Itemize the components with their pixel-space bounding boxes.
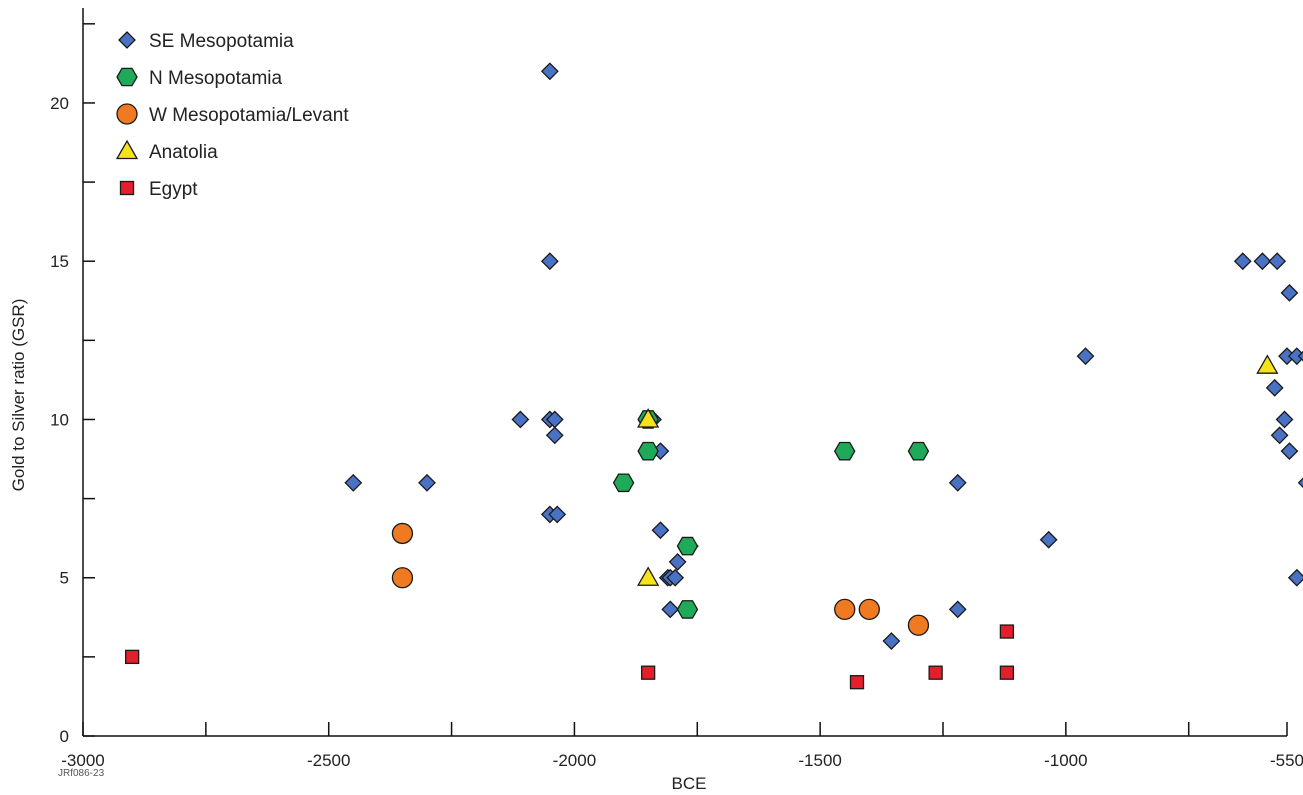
point-egypt [124,649,140,665]
point-w-mesopotamia-levant [834,598,856,621]
point-se-mesopotamia [1076,347,1095,366]
y-tick-label: 20 [50,94,69,113]
point-w-mesopotamia-levant [858,598,880,621]
x-tick-label: -550 [1270,751,1303,770]
point-anatolia [1256,354,1279,374]
y-tick-label: 0 [60,727,69,746]
point-se-mesopotamia [511,410,530,429]
legend-label-n-mesopotamia: N Mesopotamia [149,68,282,89]
point-w-mesopotamia-levant [907,614,930,636]
y-axis-title: Gold to Silver ratio (GSR) [9,299,28,492]
point-se-mesopotamia [344,473,363,492]
point-egypt [640,665,656,680]
point-se-mesopotamia [668,552,687,571]
point-se-mesopotamia [548,505,567,524]
point-n-mesopotamia [637,441,659,461]
y-tick-label: 10 [50,410,69,429]
point-egypt [928,665,943,680]
point-se-mesopotamia [1039,530,1058,549]
series-n-mesopotamia [612,410,930,619]
point-anatolia [637,408,660,428]
point-egypt [999,624,1015,639]
point-se-mesopotamia [1280,283,1299,302]
series-egypt [124,624,1015,690]
series-w-mesopotamia-levant [391,522,930,636]
point-se-mesopotamia [418,473,436,492]
point-se-mesopotamia [882,632,901,650]
legend-label-w-mesopotamia-levant: W Mesopotamia/Levant [149,105,349,126]
point-se-mesopotamia [1265,378,1284,397]
point-se-mesopotamia [661,600,680,619]
point-n-mesopotamia [676,600,699,619]
series-se-mesopotamia [344,62,1303,650]
data-points [124,62,1303,690]
legend-marker-se-mesopotamia [118,31,136,49]
legend-marker-egypt [119,180,135,196]
legend: SE Mesopotamia N Mesopotamia W Mesopotamia… [115,31,349,200]
point-se-mesopotamia [545,426,564,445]
point-n-mesopotamia [612,473,635,493]
point-se-mesopotamia [1270,426,1289,445]
point-se-mesopotamia [1297,477,1303,489]
point-w-mesopotamia-levant [391,522,414,545]
y-tick-label: 5 [60,569,69,588]
point-w-mesopotamia-levant [391,567,414,589]
series-anatolia [637,354,1279,586]
point-se-mesopotamia [1233,252,1252,271]
point-n-mesopotamia [907,441,930,461]
y-tick-label: 15 [50,252,69,271]
axes [82,8,1288,737]
point-n-mesopotamia [833,441,856,461]
point-se-mesopotamia [1280,442,1299,461]
point-egypt [849,675,865,690]
x-axis-title: BCE [672,774,707,793]
legend-label-egypt: Egypt [149,179,198,200]
x-tick-label: -2500 [307,751,350,770]
point-se-mesopotamia [1268,252,1287,271]
point-se-mesopotamia [666,568,685,587]
point-egypt [999,665,1015,680]
tick-labels: -3000 -2500 -2000 -1500 -1000 -550 0 5 10 15 20 [50,94,1303,770]
point-anatolia [637,566,660,586]
legend-marker-w-mesopotamia-levant [116,103,138,125]
legend-label-se-mesopotamia: SE Mesopotamia [149,31,294,52]
point-se-mesopotamia [651,521,670,540]
point-se-mesopotamia [540,252,559,271]
point-se-mesopotamia [1253,252,1272,271]
legend-marker-n-mesopotamia [116,67,138,87]
legend-marker-anatolia [115,139,139,160]
point-se-mesopotamia [1287,568,1303,587]
figure-code-note: JRf086-23 [58,768,105,779]
x-tick-label: -3000 [61,751,104,770]
x-tick-label: -2000 [553,751,596,770]
legend-label-anatolia: Anatolia [149,142,218,163]
point-se-mesopotamia [1275,410,1294,429]
point-se-mesopotamia [1297,350,1303,362]
point-se-mesopotamia [540,62,559,81]
point-se-mesopotamia [948,600,967,619]
point-se-mesopotamia [948,473,967,492]
x-tick-label: -1000 [1044,751,1087,770]
point-n-mesopotamia [676,536,699,556]
x-tick-label: -1500 [798,751,841,770]
